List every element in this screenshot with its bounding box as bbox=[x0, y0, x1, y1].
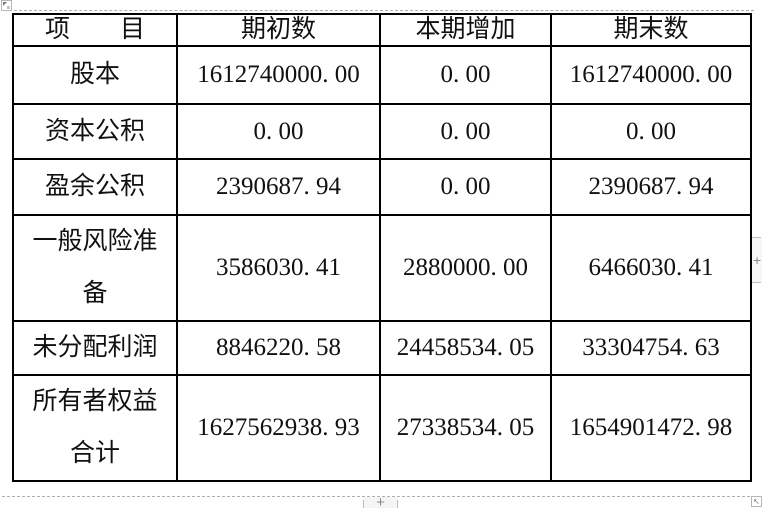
value-cell[interactable]: 3586030. 41 bbox=[176, 214, 381, 322]
value-cell[interactable]: 1612740000. 00 bbox=[550, 45, 752, 105]
table-row: 所有者权益 合计 1627562938. 93 27338534. 05 165490… bbox=[12, 374, 752, 482]
row-label-cell[interactable]: 股本 bbox=[12, 45, 178, 105]
header-cell-item[interactable]: 项 目 bbox=[12, 13, 178, 47]
table-row: 资本公积 0. 00 0. 00 0. 00 bbox=[12, 103, 752, 160]
row-label-cell[interactable]: 一般风险准 备 bbox=[12, 214, 178, 322]
insert-control-top-line bbox=[752, 237, 761, 238]
value-cell[interactable]: 6466030. 41 bbox=[550, 214, 752, 322]
insert-control-left-line bbox=[363, 499, 364, 508]
text-boundary-top bbox=[14, 10, 754, 11]
value-cell[interactable]: 33304754. 63 bbox=[550, 320, 752, 376]
table-row: 盈余公积 2390687. 94 0. 00 2390687. 94 bbox=[12, 158, 752, 216]
move-handle-dot-icon bbox=[7, 6, 10, 9]
value-cell[interactable]: 0. 00 bbox=[550, 103, 752, 160]
table-body: 股本 1612740000. 00 0. 00 1612740000. 00 资本公积 0… bbox=[12, 45, 752, 482]
row-label-cell[interactable]: 资本公积 bbox=[12, 103, 178, 160]
header-cell-closing[interactable]: 期末数 bbox=[550, 13, 752, 47]
header-row: 项 目 期初数 本期增加 期末数 bbox=[12, 13, 752, 47]
insert-control-bottom[interactable]: + bbox=[363, 494, 398, 508]
insert-control-right[interactable]: + bbox=[752, 237, 762, 283]
plus-icon: + bbox=[753, 252, 762, 268]
header-cell-increase[interactable]: 本期增加 bbox=[379, 13, 552, 47]
value-cell[interactable]: 27338534. 05 bbox=[379, 374, 552, 482]
value-cell[interactable]: 8846220. 58 bbox=[176, 320, 381, 376]
table-move-handle-icon[interactable] bbox=[1, 0, 12, 11]
row-label-cell[interactable]: 盈余公积 bbox=[12, 158, 178, 216]
value-cell[interactable]: 1612740000. 00 bbox=[176, 45, 381, 105]
text-boundary-bottom bbox=[2, 496, 760, 497]
insert-control-bottom-line bbox=[752, 282, 761, 283]
insert-control-right-line bbox=[396, 499, 398, 508]
equity-table: 项 目 期初数 本期增加 期末数 股本 1612740000. 00 0. 00 16… bbox=[12, 13, 752, 482]
value-cell[interactable]: 2880000. 00 bbox=[379, 214, 552, 322]
value-cell[interactable]: 24458534. 05 bbox=[379, 320, 552, 376]
table-row: 未分配利润 8846220. 58 24458534. 05 33304754. 63 bbox=[12, 320, 752, 376]
value-cell[interactable]: 0. 00 bbox=[379, 158, 552, 216]
value-cell[interactable]: 2390687. 94 bbox=[550, 158, 752, 216]
table-row: 一般风险准 备 3586030. 41 2880000. 00 6466030. 41 bbox=[12, 214, 752, 322]
move-handle-arrow-icon bbox=[3, 2, 7, 6]
plus-icon: + bbox=[376, 494, 385, 508]
table-row: 股本 1612740000. 00 0. 00 1612740000. 00 bbox=[12, 45, 752, 105]
row-label-cell[interactable]: 所有者权益 合计 bbox=[12, 374, 178, 482]
value-cell[interactable]: 1627562938. 93 bbox=[176, 374, 381, 482]
value-cell[interactable]: 2390687. 94 bbox=[176, 158, 381, 216]
value-cell[interactable]: 1654901472. 98 bbox=[550, 374, 752, 482]
value-cell[interactable]: 0. 00 bbox=[379, 45, 552, 105]
header-cell-opening[interactable]: 期初数 bbox=[176, 13, 381, 47]
value-cell[interactable]: 0. 00 bbox=[176, 103, 381, 160]
row-label-cell[interactable]: 未分配利润 bbox=[12, 320, 178, 376]
value-cell[interactable]: 0. 00 bbox=[379, 103, 552, 160]
table-resize-handle-icon[interactable]: ↖ bbox=[751, 496, 762, 507]
